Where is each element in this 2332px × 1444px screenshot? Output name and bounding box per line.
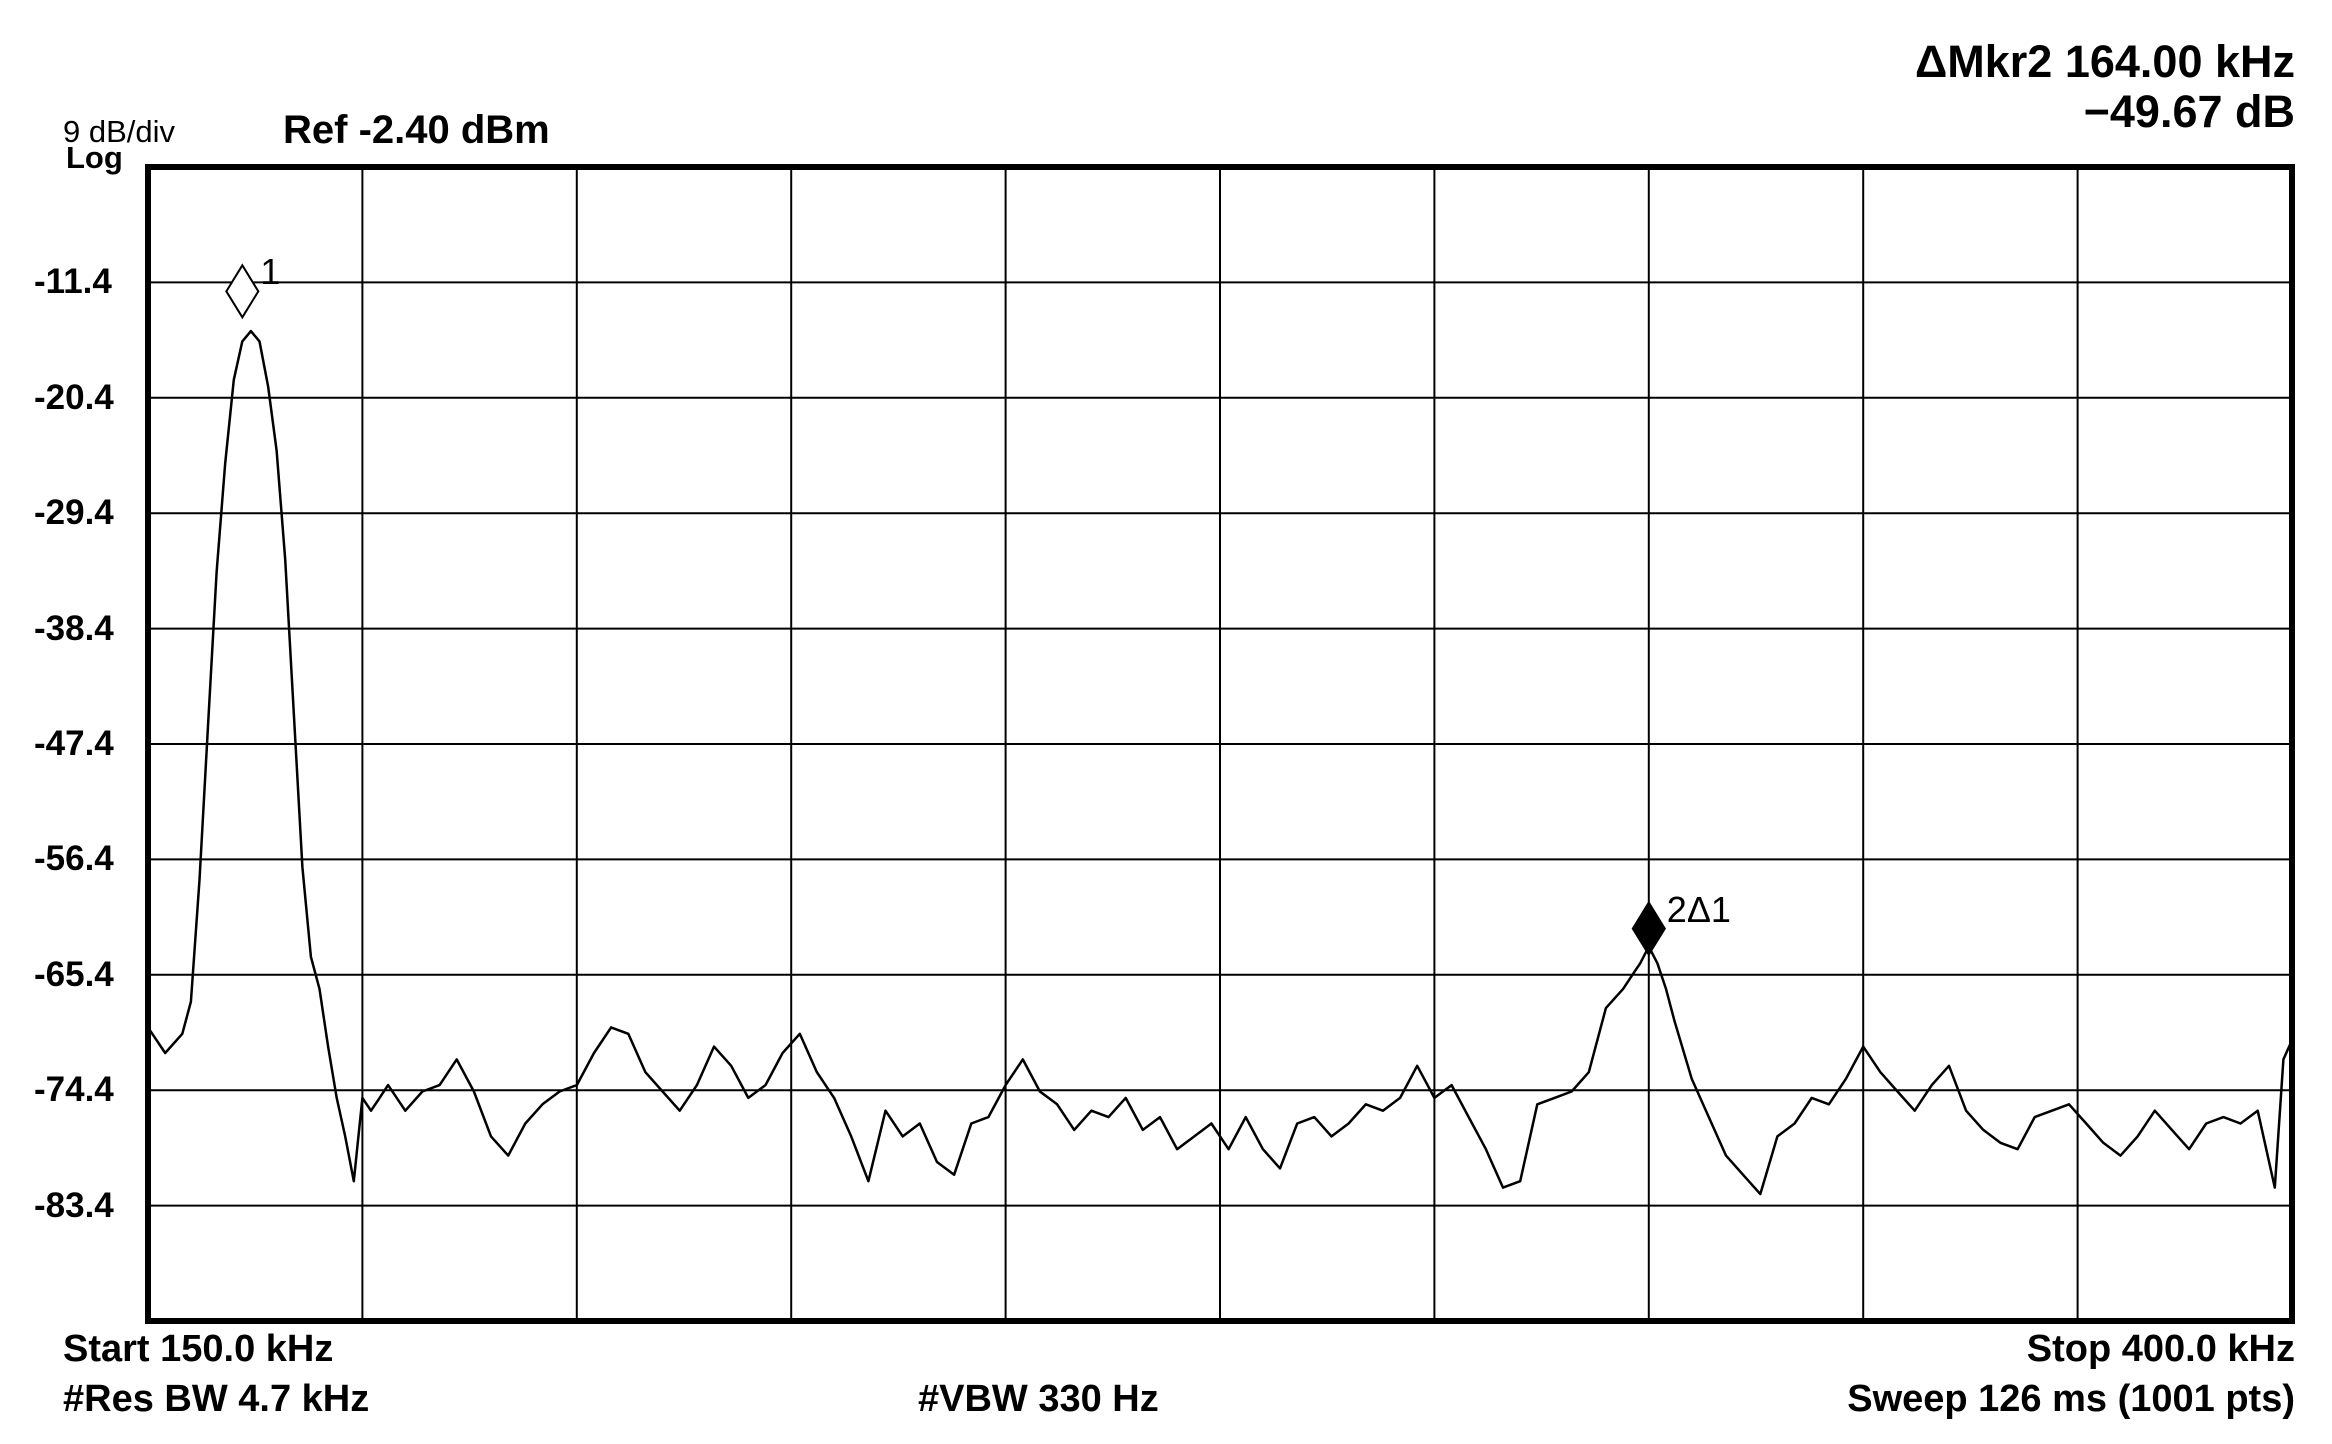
spectrum-trace <box>146 329 2294 1196</box>
y-tick-label: -65.4 <box>34 954 114 994</box>
marker-label: 1 <box>260 251 281 293</box>
marker-delta-amplitude: −49.67 dB <box>2083 86 2295 137</box>
video-bandwidth: #VBW 330 Hz <box>918 1378 1159 1420</box>
y-tick-label: -20.4 <box>34 377 114 417</box>
y-tick-label: -74.4 <box>34 1070 114 1110</box>
graticule <box>148 167 2292 1321</box>
marker-1-diamond <box>225 263 260 320</box>
y-tick-label: -38.4 <box>34 608 114 648</box>
sweep-time: Sweep 126 ms (1001 pts) <box>1847 1378 2295 1420</box>
start-frequency: Start 150.0 kHz <box>63 1328 334 1370</box>
resolution-bandwidth: #Res BW 4.7 kHz <box>63 1378 370 1420</box>
plot-frame <box>145 164 2295 1324</box>
marker-2-diamond <box>1631 900 1666 957</box>
reference-level: Ref -2.40 dBm <box>283 108 550 152</box>
y-tick-label: -56.4 <box>34 839 114 879</box>
y-tick-label: -83.4 <box>34 1185 114 1225</box>
stop-frequency: Stop 400.0 kHz <box>2026 1328 2295 1370</box>
marker-label: 2Δ1 <box>1666 888 1731 930</box>
scale-per-division: 9 dB/div <box>63 114 176 149</box>
trace-layer <box>146 329 2294 1196</box>
marker-layer <box>225 263 1666 957</box>
y-tick-label: -29.4 <box>34 493 114 533</box>
y-tick-label: -11.4 <box>34 262 112 302</box>
scale-type: Log <box>66 140 123 175</box>
y-tick-label: -47.4 <box>34 724 114 763</box>
marker-delta-frequency: ΔMkr2 164.00 kHz <box>1914 36 2295 87</box>
